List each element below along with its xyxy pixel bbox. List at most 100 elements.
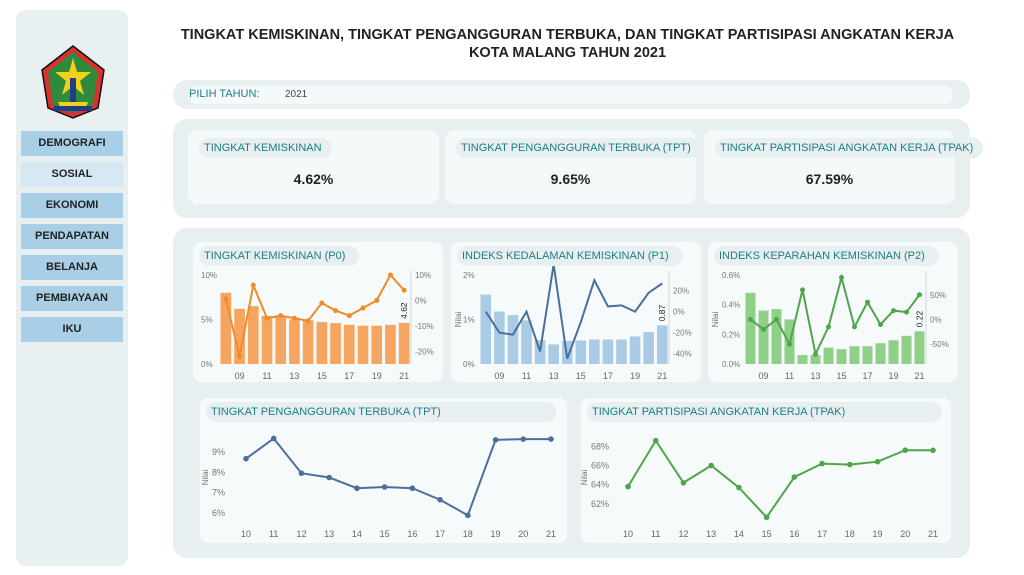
chart-point bbox=[774, 317, 779, 322]
y-tick-label: 0% bbox=[201, 360, 213, 369]
chart-point bbox=[763, 514, 770, 521]
x-tick-label: 21 bbox=[914, 371, 924, 381]
x-tick-label: 21 bbox=[657, 371, 667, 381]
page-title-line1: TINGKAT KEMISKINAN, TINGKAT PENGANGGURAN… bbox=[180, 27, 955, 43]
chart-point bbox=[787, 341, 792, 347]
chart-title: TINGKAT PARTISIPASI ANGKATAN KERJA (TPAK… bbox=[587, 402, 942, 422]
data-label: 4.62 bbox=[399, 302, 409, 319]
chart-bar bbox=[745, 292, 756, 364]
page-title-line2: KOTA MALANG TAHUN 2021 bbox=[468, 45, 667, 61]
chart-bar bbox=[507, 315, 519, 364]
sidebar-item-pendapatan[interactable]: PENDAPATAN bbox=[21, 224, 123, 249]
chart-series-line bbox=[484, 264, 663, 360]
chart-point bbox=[548, 436, 554, 442]
x-tick-label: 21 bbox=[928, 529, 938, 539]
chart-bar bbox=[357, 325, 369, 364]
y2-tick-label: -50% bbox=[930, 340, 949, 349]
chart-bar bbox=[220, 292, 232, 364]
chart-bar bbox=[548, 344, 559, 364]
chart-p0: 0% 5% 10% 10% 0% -10% -20% 09 11 13 15 17 19 21 4.62 bbox=[201, 271, 434, 381]
y-axis-label: Nilai bbox=[581, 470, 589, 486]
chart-point bbox=[652, 437, 659, 444]
chart-bar bbox=[343, 324, 355, 364]
chart-point bbox=[680, 479, 687, 486]
x-tick-label: 19 bbox=[630, 371, 640, 381]
chart-tpt: 6% 7% 8% 9% Nilai 10 11 12 13 14 15 16 17 18 19 20 21 bbox=[201, 435, 556, 539]
chart-point bbox=[826, 324, 831, 330]
chart-bar bbox=[602, 339, 614, 364]
chart-p2: 0.0% 0.2% 0.4% 0.6% 50% 0% -50% Nilai 09 11 13 15 17… bbox=[711, 271, 949, 381]
x-tick-label: 13 bbox=[289, 371, 299, 381]
chart-point bbox=[250, 282, 256, 288]
chart-point bbox=[904, 309, 909, 315]
kpi-label: TINGKAT KEMISKINAN bbox=[199, 138, 332, 158]
chart-point bbox=[847, 461, 853, 468]
y-tick-label: 2% bbox=[463, 271, 475, 280]
sidebar-nav: DEMOGRAFI SOSIAL EKONOMI PENDAPATAN BELA… bbox=[21, 131, 123, 348]
chart-point bbox=[354, 485, 360, 492]
x-tick-label: 15 bbox=[836, 371, 846, 381]
sidebar-item-demografi[interactable]: DEMOGRAFI bbox=[21, 131, 123, 156]
x-tick-label: 17 bbox=[862, 371, 872, 381]
y-tick-label: 62% bbox=[591, 499, 609, 509]
chart-bar bbox=[289, 319, 300, 364]
chart-title: TINGKAT KEMISKINAN (P0) bbox=[199, 246, 360, 266]
chart-bar bbox=[330, 323, 341, 364]
chart-series-line bbox=[627, 438, 934, 519]
chart-bar bbox=[836, 349, 847, 364]
year-filter-field[interactable] bbox=[188, 86, 953, 104]
x-tick-label: 13 bbox=[706, 529, 716, 539]
chart-point bbox=[930, 447, 936, 454]
chart-bar bbox=[901, 335, 912, 364]
y2-tick-label: 0% bbox=[930, 316, 942, 325]
chart-point bbox=[326, 474, 332, 481]
chart-point bbox=[891, 308, 896, 314]
year-filter-value[interactable]: 2021 bbox=[285, 89, 308, 100]
chart-bar bbox=[656, 325, 668, 364]
year-filter-bar: PILIH TAHUN: 2021 bbox=[173, 80, 970, 109]
chart-bar bbox=[275, 316, 287, 364]
chart-card-tpt: TINGKAT PENGANGGURAN TERBUKA (TPT) 6% 7% 8… bbox=[200, 398, 567, 543]
x-tick-label: 14 bbox=[734, 529, 744, 539]
chart-point bbox=[333, 308, 339, 314]
chart-point bbox=[800, 287, 805, 293]
x-tick-label: 17 bbox=[817, 529, 827, 539]
sidebar-item-iku[interactable]: IKU bbox=[21, 317, 123, 342]
chart-point bbox=[813, 351, 818, 357]
chart-point bbox=[346, 313, 352, 319]
x-tick-label: 12 bbox=[678, 529, 688, 539]
chart-series-line bbox=[245, 437, 551, 517]
chart-point bbox=[708, 462, 714, 469]
chart-bar bbox=[862, 346, 873, 364]
y2-tick-label: -10% bbox=[415, 322, 434, 331]
x-tick-label: 09 bbox=[758, 371, 768, 381]
sidebar-item-pembiayaan[interactable]: PEMBIAYAAN bbox=[21, 286, 123, 311]
year-filter-label: PILIH TAHUN: bbox=[189, 88, 260, 100]
chart-card-p1: INDEKS KEDALAMAN KEMISKINAN (P1) 0% 1% 2% 2… bbox=[451, 242, 701, 382]
x-tick-label: 11 bbox=[785, 371, 794, 381]
y-tick-label: 5% bbox=[201, 316, 213, 325]
sidebar-item-belanja[interactable]: BELANJA bbox=[21, 255, 123, 280]
y2-tick-label: -20% bbox=[415, 347, 434, 356]
x-tick-label: 15 bbox=[762, 529, 772, 539]
chart-bar bbox=[771, 309, 782, 364]
chart-point bbox=[520, 436, 527, 442]
x-tick-label: 13 bbox=[549, 371, 559, 381]
chart-point bbox=[374, 297, 380, 303]
x-tick-label: 19 bbox=[372, 371, 382, 381]
sidebar-item-sosial[interactable]: SOSIAL bbox=[21, 162, 123, 187]
x-tick-label: 14 bbox=[352, 529, 362, 539]
x-tick-label: 17 bbox=[603, 371, 613, 381]
malang-city-crest-icon bbox=[40, 44, 106, 120]
sidebar-item-ekonomi[interactable]: EKONOMI bbox=[21, 193, 123, 218]
chart-point bbox=[319, 300, 325, 306]
chart-point bbox=[305, 318, 311, 324]
chart-bar bbox=[914, 331, 925, 364]
y-tick-label: 1% bbox=[463, 316, 475, 325]
y-axis-label: Nilai bbox=[454, 312, 463, 328]
y2-tick-label: 50% bbox=[930, 291, 946, 300]
x-tick-label: 15 bbox=[576, 371, 586, 381]
y2-tick-label: 0% bbox=[673, 308, 685, 317]
chart-point bbox=[874, 458, 881, 465]
chart-title: TINGKAT PENGANGGURAN TERBUKA (TPT) bbox=[206, 402, 556, 422]
